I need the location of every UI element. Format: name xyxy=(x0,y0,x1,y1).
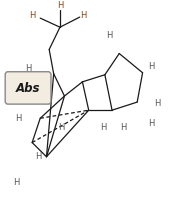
Text: H: H xyxy=(154,98,160,107)
Text: H: H xyxy=(13,177,19,186)
Text: H: H xyxy=(59,122,65,131)
Text: H: H xyxy=(80,11,87,19)
Text: H: H xyxy=(57,1,63,10)
Text: H: H xyxy=(35,151,42,160)
Text: H: H xyxy=(120,122,126,131)
Text: H: H xyxy=(148,62,155,71)
Text: H: H xyxy=(25,64,31,73)
Text: H: H xyxy=(29,11,35,20)
Text: Abs: Abs xyxy=(16,82,40,95)
FancyBboxPatch shape xyxy=(5,72,51,105)
Text: H: H xyxy=(148,118,155,127)
Text: H: H xyxy=(100,122,106,131)
Text: H: H xyxy=(15,113,22,122)
Text: H: H xyxy=(106,31,113,40)
